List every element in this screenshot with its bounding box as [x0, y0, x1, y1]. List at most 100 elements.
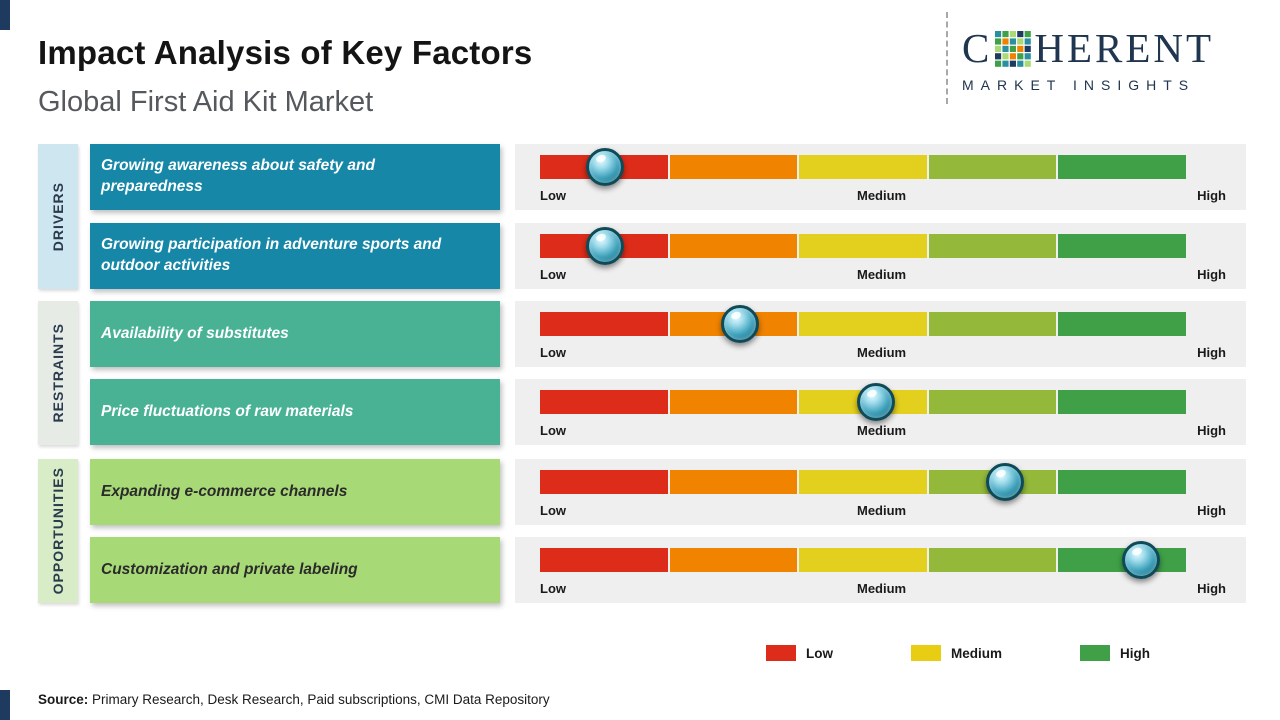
legend-item-low: Low: [766, 645, 833, 661]
factor-card-opportunity-2: Customization and private labeling: [90, 537, 500, 603]
category-label-restraints: RESTRAINTS: [50, 323, 66, 423]
impact-scale-row-3: Low Medium High: [515, 301, 1246, 367]
source-label: Source:: [38, 692, 89, 707]
impact-slider-knob[interactable]: [986, 463, 1025, 501]
scale-label-medium: Medium: [856, 503, 907, 518]
factor-text: Price fluctuations of raw materials: [101, 402, 354, 420]
scale-segment-low-medium: [669, 155, 798, 179]
scale-labels: Low Medium High: [540, 345, 1226, 360]
factor-text: Growing awareness about safety and prepa…: [101, 157, 375, 195]
scale-segment-low-medium: [669, 234, 798, 258]
scale-labels: Low Medium High: [540, 423, 1226, 438]
scale-label-medium: Medium: [856, 581, 907, 596]
scale-segment-medium: [799, 470, 927, 494]
category-group-opportunities: OPPORTUNITIES: [38, 459, 78, 603]
legend-item-high: High: [1080, 645, 1150, 661]
page-title: Impact Analysis of Key Factors: [38, 34, 533, 71]
impact-scale-bar: [540, 227, 1186, 265]
scale-labels: Low Medium High: [540, 581, 1226, 596]
scale-segment-low: [540, 312, 668, 336]
scale-segment-low: [540, 548, 668, 572]
scale-segment-medium: [799, 312, 927, 336]
legend-label-low: Low: [806, 645, 833, 661]
scale-segment-low: [540, 390, 668, 414]
impact-slider-knob[interactable]: [721, 305, 760, 343]
impact-scale-bar: [540, 463, 1186, 501]
logo-divider: [946, 12, 948, 104]
scale-labels: Low Medium High: [540, 503, 1226, 518]
brand-logo-letters-herent: HERENT: [1034, 25, 1215, 71]
impact-slider-knob[interactable]: [585, 148, 624, 186]
factor-text: Expanding e-commerce channels: [101, 482, 348, 500]
factor-text: Growing participation in adventure sport…: [101, 236, 442, 274]
factor-text: Customization and private labeling: [101, 560, 358, 578]
brand-logo-name: C HERENT: [962, 28, 1262, 69]
impact-scale-row-2: Low Medium High: [515, 223, 1246, 289]
legend-swatch-low: [766, 645, 796, 661]
scale-label-high: High: [1197, 345, 1226, 360]
corner-accent-bottom: [0, 690, 10, 720]
scale-segment-medium-high: [928, 548, 1057, 572]
scale-label-medium: Medium: [856, 188, 907, 203]
factor-card-driver-2: Growing participation in adventure sport…: [90, 223, 500, 289]
scale-segment-medium-high: [928, 234, 1057, 258]
legend-item-medium: Medium: [911, 645, 1002, 661]
legend: Low Medium High: [766, 645, 1150, 661]
brand-logo-letter-c: C: [962, 25, 993, 71]
source-text: Primary Research, Desk Research, Paid su…: [88, 692, 550, 707]
factor-card-restraint-1: Availability of substitutes: [90, 301, 500, 367]
impact-scale-bar: [540, 148, 1186, 186]
impact-scale-row-1: Low Medium High: [515, 144, 1246, 210]
legend-label-high: High: [1120, 645, 1151, 661]
scale-segment-medium-high: [928, 312, 1057, 336]
scale-segment-low-medium: [669, 548, 798, 572]
factor-text: Availability of substitutes: [101, 324, 289, 342]
scale-label-high: High: [1197, 503, 1226, 518]
scale-segment-high: [1058, 234, 1186, 258]
impact-scale-bar: [540, 383, 1186, 421]
scale-segment-medium-high: [928, 390, 1057, 414]
impact-slider-knob[interactable]: [1121, 541, 1160, 579]
scale-segment-high: [1058, 390, 1186, 414]
legend-swatch-medium: [911, 645, 941, 661]
scale-label-medium: Medium: [856, 345, 907, 360]
impact-scale-bar: [540, 541, 1186, 579]
impact-scale-bar: [540, 305, 1186, 343]
brand-logo-tagline: MARKET INSIGHTS: [962, 77, 1196, 93]
scale-label-low: Low: [540, 267, 566, 282]
scale-segment-low: [540, 470, 668, 494]
scale-segment-medium: [799, 234, 927, 258]
impact-slider-knob[interactable]: [856, 383, 895, 421]
legend-swatch-high: [1080, 645, 1111, 661]
brand-logo-mosaic-icon: [995, 30, 1032, 67]
legend-label-medium: Medium: [951, 645, 1003, 661]
scale-segment-low-medium: [669, 390, 798, 414]
scale-labels: Low Medium High: [540, 188, 1226, 203]
corner-accent-top: [0, 0, 10, 30]
category-group-drivers: DRIVERS: [38, 144, 78, 289]
impact-scale-row-4: Low Medium High: [515, 379, 1246, 445]
scale-label-low: Low: [540, 503, 566, 518]
scale-label-high: High: [1197, 188, 1226, 203]
factor-card-opportunity-1: Expanding e-commerce channels: [90, 459, 500, 525]
impact-slider-knob[interactable]: [585, 227, 624, 265]
category-group-restraints: RESTRAINTS: [38, 301, 78, 445]
scale-label-medium: Medium: [856, 267, 907, 282]
scale-label-high: High: [1197, 423, 1226, 438]
scale-segment-high: [1058, 312, 1186, 336]
scale-segment-high: [1058, 155, 1186, 179]
factor-card-driver-1: Growing awareness about safety and prepa…: [90, 144, 500, 210]
scale-label-high: High: [1197, 581, 1226, 596]
scale-label-low: Low: [540, 188, 566, 203]
scale-segment-medium: [799, 155, 927, 179]
brand-logo: C HERENT MARKET INSIGHTS: [962, 28, 1262, 94]
category-label-drivers: DRIVERS: [50, 181, 66, 252]
scale-segment-high: [1058, 470, 1186, 494]
impact-scale-row-6: Low Medium High: [515, 537, 1246, 603]
scale-segment-low-medium: [669, 470, 798, 494]
scale-labels: Low Medium High: [540, 267, 1226, 282]
category-label-opportunities: OPPORTUNITIES: [50, 467, 66, 595]
scale-label-low: Low: [540, 345, 566, 360]
factor-card-restraint-2: Price fluctuations of raw materials: [90, 379, 500, 445]
scale-segment-medium-high: [928, 155, 1057, 179]
